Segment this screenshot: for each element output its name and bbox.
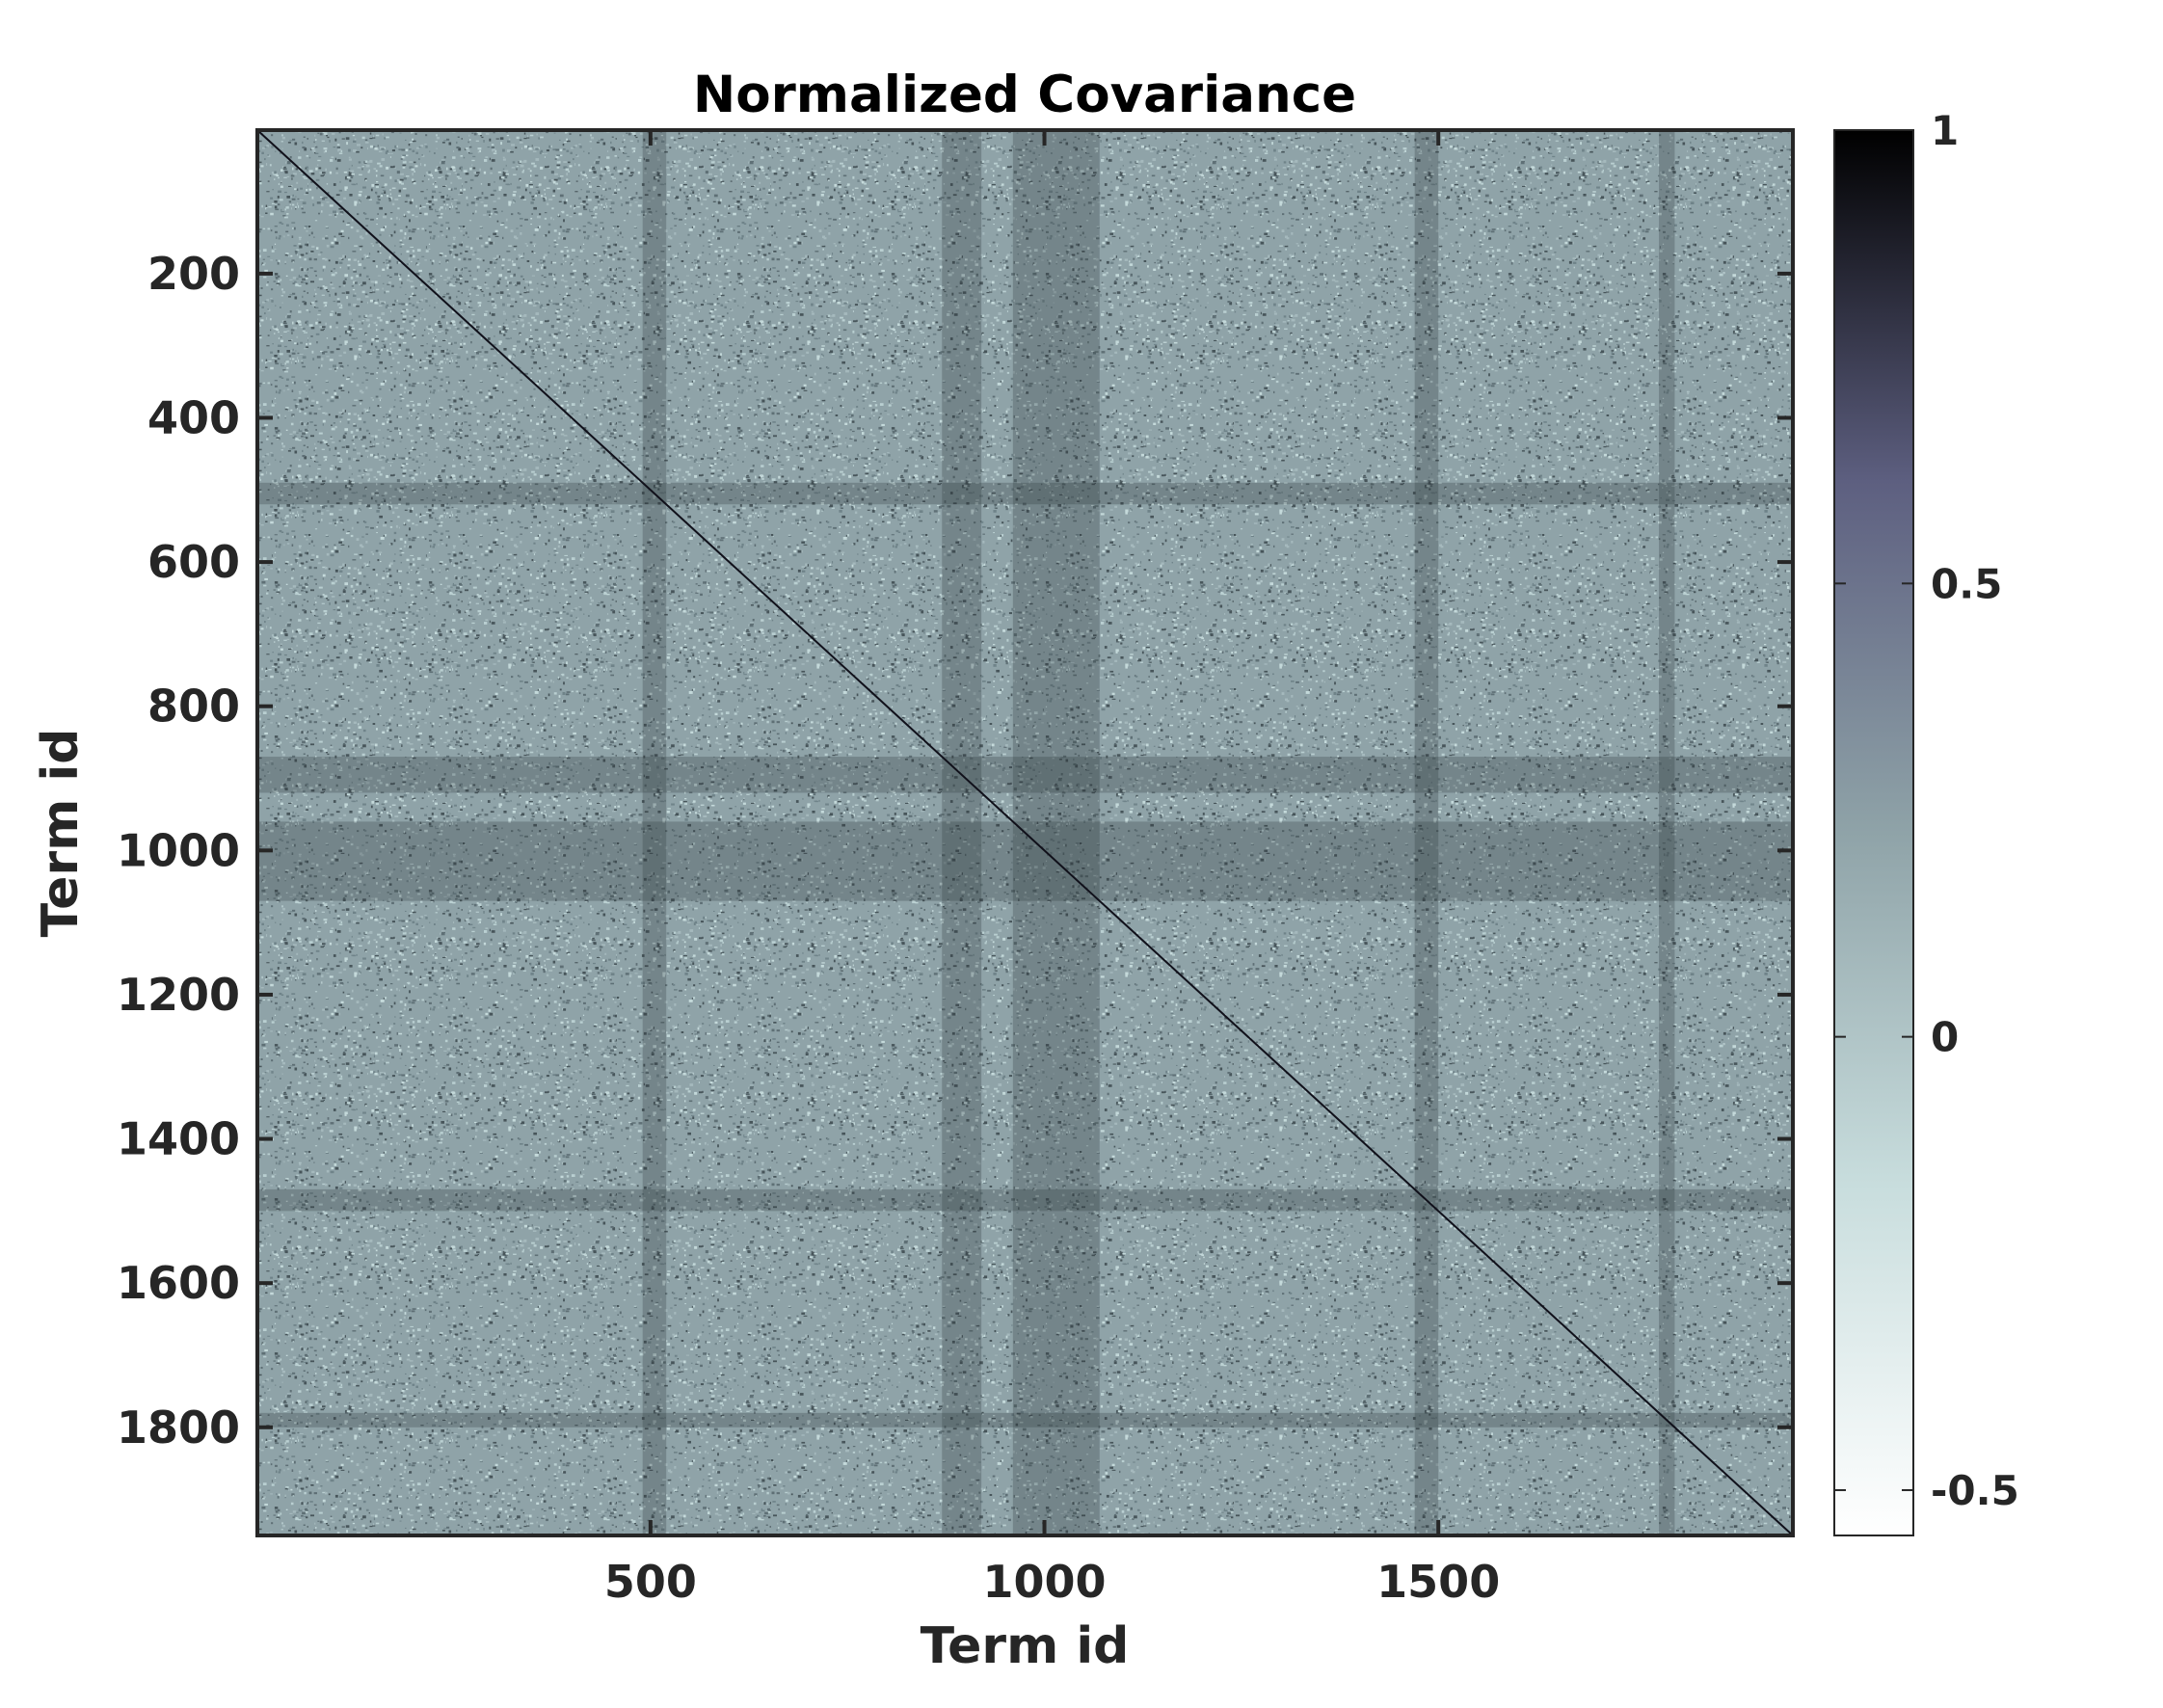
vertical-band <box>942 130 982 1535</box>
y-axis-ticks: 200 400 600 800 1000 1200 1400 1600 1800 <box>117 248 1793 1454</box>
horizontal-band <box>257 1412 1793 1428</box>
heatmap-plot-area <box>255 128 1795 1537</box>
colorbar: -0.5 0 0.5 1 <box>1833 107 2019 1536</box>
y-tick-label: 1800 <box>117 1401 240 1454</box>
vertical-band <box>642 130 667 1535</box>
colorbar-tick-label: -0.5 <box>1931 1467 2019 1514</box>
colorbar-tick-label: 0.5 <box>1931 560 2002 607</box>
y-tick-label: 1200 <box>117 969 240 1021</box>
chart-title: Normalized Covariance <box>693 66 1356 124</box>
colorbar-fill <box>1833 129 1914 1536</box>
horizontal-band <box>257 482 1793 505</box>
diagonal-line <box>256 129 1794 1536</box>
x-tick-label: 1000 <box>983 1556 1107 1608</box>
horizontal-band <box>257 757 1793 793</box>
plot-frame <box>255 128 1795 1537</box>
vertical-band <box>1414 130 1439 1535</box>
x-tick-label: 500 <box>604 1556 697 1608</box>
y-axis-label: Term id <box>32 729 90 938</box>
x-axis-ticks: 500 1000 1500 <box>604 130 1500 1608</box>
x-axis-label: Term id <box>921 1617 1130 1675</box>
y-tick-label: 1400 <box>117 1113 240 1165</box>
vertical-band <box>1659 130 1675 1535</box>
colorbar-ticks: -0.5 0 0.5 1 <box>1834 107 2019 1514</box>
x-tick-label: 1500 <box>1376 1556 1500 1608</box>
y-tick-label: 200 <box>147 248 240 300</box>
horizontal-band <box>257 1188 1793 1212</box>
high-variance-bands <box>257 130 1793 1535</box>
colorbar-tick-label: 0 <box>1931 1014 1959 1061</box>
y-tick-label: 400 <box>147 391 240 443</box>
vertical-band <box>1012 130 1100 1535</box>
y-tick-label: 1000 <box>117 824 240 876</box>
y-tick-label: 800 <box>147 681 240 733</box>
horizontal-band <box>257 821 1793 901</box>
y-tick-label: 1600 <box>117 1257 240 1309</box>
colorbar-tick-label: 1 <box>1931 107 1959 154</box>
y-tick-label: 600 <box>147 536 240 588</box>
